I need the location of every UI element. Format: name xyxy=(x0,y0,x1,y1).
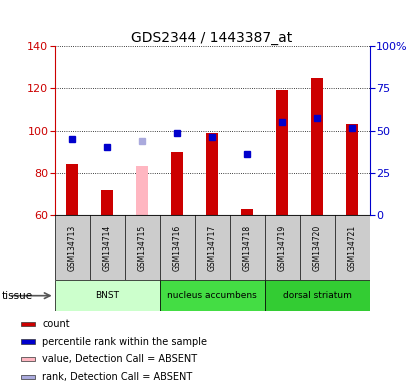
Bar xyxy=(206,132,218,215)
Text: GSM134720: GSM134720 xyxy=(312,225,322,271)
Bar xyxy=(241,209,253,215)
Text: GSM134717: GSM134717 xyxy=(207,225,217,271)
Bar xyxy=(136,167,148,215)
Bar xyxy=(171,152,183,215)
Text: dorsal striatum: dorsal striatum xyxy=(283,291,352,300)
Title: GDS2344 / 1443387_at: GDS2344 / 1443387_at xyxy=(131,31,293,45)
Text: count: count xyxy=(42,319,70,329)
Bar xyxy=(21,339,34,344)
Bar xyxy=(311,78,323,215)
Bar xyxy=(265,280,370,311)
Bar xyxy=(160,280,265,311)
Bar xyxy=(21,322,34,326)
Bar xyxy=(21,374,34,379)
Bar xyxy=(66,164,78,215)
Text: GSM134721: GSM134721 xyxy=(348,225,357,271)
Text: value, Detection Call = ABSENT: value, Detection Call = ABSENT xyxy=(42,354,197,364)
Text: GSM134716: GSM134716 xyxy=(173,225,181,271)
Text: nucleus accumbens: nucleus accumbens xyxy=(167,291,257,300)
Text: GSM134718: GSM134718 xyxy=(243,225,252,271)
Text: percentile rank within the sample: percentile rank within the sample xyxy=(42,337,207,347)
Bar xyxy=(101,190,113,215)
Text: tissue: tissue xyxy=(2,291,33,301)
Text: GSM134713: GSM134713 xyxy=(68,225,76,271)
Text: GSM134714: GSM134714 xyxy=(102,225,112,271)
Bar xyxy=(55,280,160,311)
Text: GSM134719: GSM134719 xyxy=(278,225,286,271)
Text: BNST: BNST xyxy=(95,291,119,300)
Bar xyxy=(346,124,358,215)
Bar xyxy=(276,91,288,215)
Text: GSM134715: GSM134715 xyxy=(138,225,147,271)
Bar xyxy=(21,357,34,361)
Text: rank, Detection Call = ABSENT: rank, Detection Call = ABSENT xyxy=(42,372,193,382)
